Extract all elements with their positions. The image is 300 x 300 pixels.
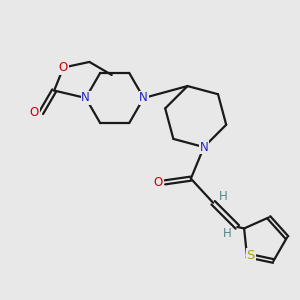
Text: N: N <box>200 141 208 154</box>
Text: N: N <box>139 92 148 104</box>
Text: O: O <box>59 61 68 74</box>
Text: N: N <box>81 92 90 104</box>
Text: O: O <box>30 106 39 119</box>
Text: S: S <box>247 249 255 262</box>
Text: H: H <box>223 227 231 240</box>
Text: H: H <box>219 190 228 202</box>
Text: O: O <box>154 176 163 189</box>
